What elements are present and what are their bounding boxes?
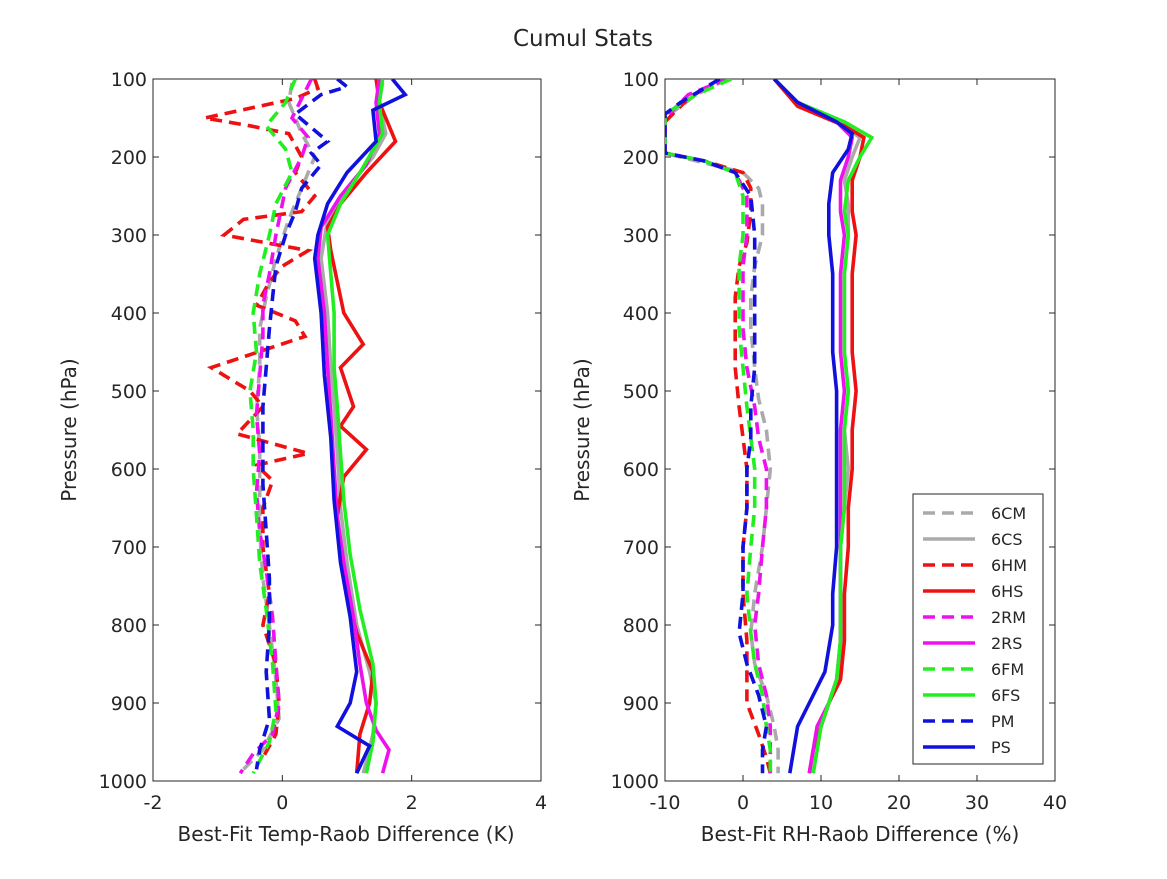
series-line-ps (312, 79, 409, 774)
y-tick-label: 400 (111, 303, 147, 325)
y-tick-label: 400 (623, 303, 659, 325)
x-tick-label: 10 (809, 792, 833, 814)
y-tick-label: 900 (623, 693, 659, 715)
legend-box (912, 493, 1044, 765)
series-group (665, 79, 875, 774)
legend-label-2rs: 2RS (991, 634, 1022, 653)
series-line-ps (772, 79, 855, 774)
y-tick-label: 200 (623, 147, 659, 169)
series-line-6fm (665, 79, 773, 774)
y-tick-label: 500 (623, 381, 659, 403)
x-tick-label: -10 (649, 792, 680, 814)
y-tick-label: 800 (111, 615, 147, 637)
x-tick-label: 0 (737, 792, 749, 814)
legend-label-6cm: 6CM (991, 504, 1026, 523)
y-tick-label: 1000 (611, 771, 659, 793)
series-line-6fm (248, 79, 297, 775)
x-axis-label: Best-Fit RH-Raob Difference (%) (701, 822, 1020, 846)
x-tick-label: 0 (276, 792, 288, 814)
legend-label-6fm: 6FM (991, 660, 1024, 679)
series-line-6hs (772, 79, 866, 774)
legend: 6CM 6CS 6HM 6HS 2RM 2RS 6FM 6FS PM PS (912, 493, 1044, 765)
y-tick-label: 1000 (99, 771, 147, 793)
legend-label-6cs: 6CS (991, 530, 1023, 549)
panel-1: -2 0 2 4 100 200 300 400 500 600 700 800 900 1000 Best… (57, 69, 547, 846)
y-tick-label: 600 (623, 459, 659, 481)
legend-label-6hm: 6HM (991, 556, 1027, 575)
legend-label-ps: PS (991, 738, 1011, 757)
series-line-6fs (325, 79, 385, 774)
y-tick-label: 700 (111, 537, 147, 559)
figure-title: Cumul Stats (513, 26, 653, 52)
series-line-6cm (242, 82, 317, 771)
legend-label-6fs: 6FS (991, 686, 1020, 705)
y-tick-label: 100 (111, 69, 147, 91)
x-tick-label: -2 (144, 792, 163, 814)
x-axis-label: Best-Fit Temp-Raob Difference (K) (177, 822, 514, 846)
y-tick-label: 700 (623, 537, 659, 559)
y-tick-label: 800 (623, 615, 659, 637)
y-axis-label: Pressure (hPa) (570, 358, 594, 501)
legend-label-pm: PM (991, 712, 1014, 731)
series-line-2rm (238, 79, 314, 775)
series-line-pm (254, 79, 351, 770)
series-line-6fs (772, 79, 875, 774)
y-tick-label: 600 (111, 459, 147, 481)
series-group (204, 79, 409, 775)
x-tick-label: 30 (965, 792, 989, 814)
y-tick-label: 900 (111, 693, 147, 715)
x-tick-label: 40 (1043, 792, 1067, 814)
y-tick-label: 100 (623, 69, 659, 91)
x-tick-label: 2 (406, 792, 418, 814)
x-tick-label: 4 (535, 792, 547, 814)
y-tick-label: 300 (623, 225, 659, 247)
series-line-pm (665, 79, 769, 774)
y-tick-label: 500 (111, 381, 147, 403)
x-tick-label: 20 (887, 792, 911, 814)
panel-2: -10 0 10 20 30 40 100 200 300 400 500 600 700 800 900 1… (570, 69, 1067, 846)
series-line-6hs (325, 79, 398, 774)
y-axis-label: Pressure (hPa) (57, 358, 81, 501)
legend-label-6hs: 6HS (991, 582, 1023, 601)
y-tick-label: 200 (111, 147, 147, 169)
y-tick-label: 300 (111, 225, 147, 247)
legend-label-2rm: 2RM (991, 608, 1026, 627)
